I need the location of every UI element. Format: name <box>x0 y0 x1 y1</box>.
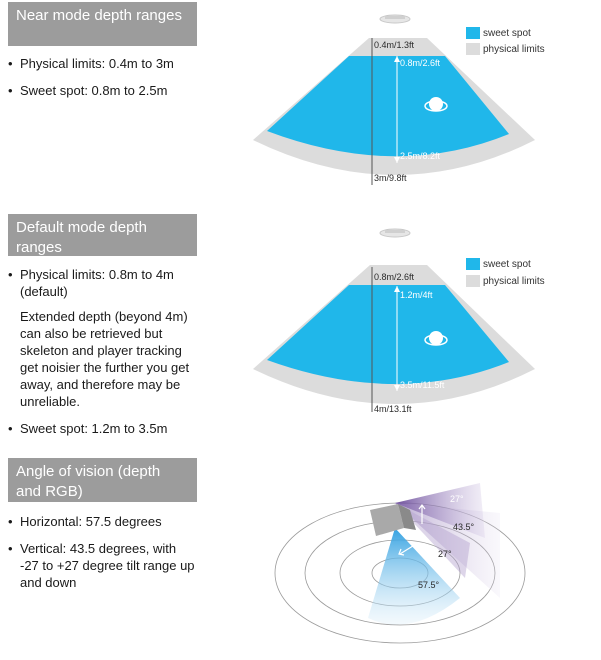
angle-of-vision-bullets: • Horizontal: 57.5 degrees • Vertical: 43.… <box>8 513 198 601</box>
tilt-down-range <box>395 503 470 578</box>
horizontal-angle-label: 57.5° <box>418 580 440 590</box>
near-mode-range-diagram: 0.4m/1.3ft 0.8m/2.6ft 2.5m/8.2ft 3m/9.8f… <box>253 14 545 185</box>
list-item: • Physical limits: 0.8m to 4m (default) … <box>8 266 198 410</box>
near-mode-section: Near mode depth ranges • Physical limits:… <box>0 0 601 210</box>
person-head-icon <box>424 331 448 346</box>
physical-limits-swatch <box>466 275 480 287</box>
angle-of-vision-title: Angle of vision (depth and RGB) <box>8 458 197 502</box>
near-mode-bullets: • Physical limits: 0.4m to 3m • Sweet spot… <box>8 55 198 109</box>
sweet-spot-swatch <box>466 258 480 270</box>
legend-sweet-spot: sweet spot <box>483 28 531 39</box>
min-physical-label: 0.4m/1.3ft <box>374 40 415 50</box>
list-item: • Horizontal: 57.5 degrees <box>8 514 162 529</box>
max-sweet-label: 3.5m/11.5ft <box>400 380 445 390</box>
legend-physical-limits: physical limits <box>483 276 545 287</box>
list-item: • Sweet spot: 1.2m to 3.5m <box>8 421 168 436</box>
sweet-spot-area <box>267 285 509 385</box>
min-sweet-label: 0.8m/2.6ft <box>400 58 441 68</box>
physical-limits-swatch <box>466 43 480 55</box>
legend-sweet-spot: sweet spot <box>483 259 531 270</box>
vertical-fov-cone <box>395 503 500 598</box>
tilt-down-angle-label: 27° <box>438 549 452 559</box>
list-item: • Physical limits: 0.4m to 3m <box>8 56 174 71</box>
tilt-arrows-icon <box>398 504 426 556</box>
near-mode-title: Near mode depth ranges <box>8 2 197 46</box>
legend: sweet spot physical limits <box>466 27 545 55</box>
max-physical-label: 3m/9.8ft <box>374 173 407 183</box>
extended-depth-note: Extended depth (beyond 4m) can also be r… <box>20 309 190 409</box>
sweet-spot-area <box>267 56 509 157</box>
default-mode-bullets: • Physical limits: 0.8m to 4m (default) … <box>8 266 198 447</box>
kinect-sensor-icon <box>370 504 416 536</box>
field-of-view-diagram: 27° 43.5° 27° 57.5° <box>274 483 526 644</box>
default-mode-section: Default mode depth ranges • Physical lim… <box>0 214 601 454</box>
legend: sweet spot physical limits <box>466 258 545 287</box>
list-item: • Sweet spot: 0.8m to 2.5m <box>8 83 168 98</box>
sweet-spot-swatch <box>466 27 480 39</box>
list-item: • Vertical: 43.5 degrees, with -27 to +27… <box>8 541 195 590</box>
min-physical-label: 0.8m/2.6ft <box>374 272 415 282</box>
vertical-angle-label: 43.5° <box>453 522 475 532</box>
max-sweet-label: 2.5m/8.2ft <box>400 151 441 161</box>
min-sweet-label: 1.2m/4ft <box>400 290 433 300</box>
kinect-sensor-icon <box>379 14 411 24</box>
angle-of-vision-section: Angle of vision (depth and RGB) • Horizon… <box>0 458 601 660</box>
max-physical-label: 4m/13.1ft <box>374 404 412 414</box>
legend-physical-limits: physical limits <box>483 44 545 55</box>
default-mode-range-diagram: 0.8m/2.6ft 1.2m/4ft 3.5m/11.5ft 4m/13.1f… <box>253 228 545 414</box>
tilt-up-angle-label: 27° <box>450 494 464 504</box>
default-mode-title: Default mode depth ranges <box>8 214 197 256</box>
kinect-sensor-icon <box>379 228 411 238</box>
horizontal-fov-cone <box>368 528 460 625</box>
person-head-icon <box>424 97 448 112</box>
